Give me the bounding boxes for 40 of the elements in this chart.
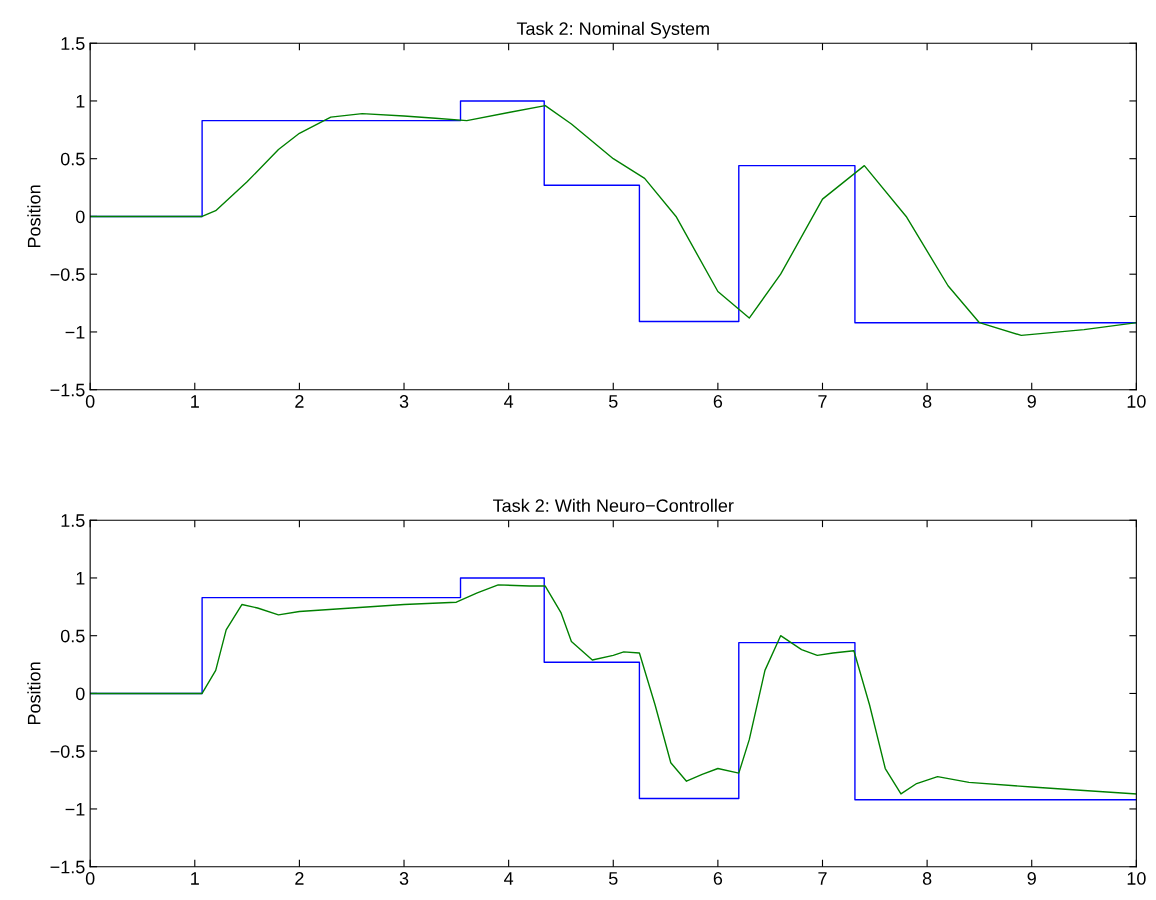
chart-title: Task 2: Nominal System xyxy=(516,21,709,39)
y-tick-label: −0.5 xyxy=(50,268,85,281)
y-tick-label: 0 xyxy=(75,210,85,224)
y-axis-title: Position xyxy=(27,662,41,725)
x-tick-label: 2 xyxy=(295,872,304,885)
y-tick-label: 1 xyxy=(76,572,85,585)
x-tick-label: 3 xyxy=(399,395,409,408)
x-tick-label: 5 xyxy=(608,395,618,408)
y-tick-label: −0.5 xyxy=(50,745,85,758)
y-tick-label: 0.5 xyxy=(60,629,85,643)
x-tick-label: 5 xyxy=(608,872,618,885)
x-tick-label: 6 xyxy=(713,395,723,408)
y-tick-label: −1.5 xyxy=(50,383,85,397)
y-tick-label: 0.5 xyxy=(60,152,85,166)
y-tick-label: 1 xyxy=(76,95,85,108)
y-axis-title: Position xyxy=(27,185,41,248)
x-tick-label: 0 xyxy=(85,395,95,408)
x-tick-label: 8 xyxy=(922,872,932,885)
x-tick-label: 7 xyxy=(818,872,827,885)
x-tick-label: 7 xyxy=(818,395,827,408)
x-tick-label: 9 xyxy=(1027,395,1036,408)
y-tick-label: 0 xyxy=(75,687,85,701)
x-tick-label: 0 xyxy=(85,872,95,885)
x-tick-label: 2 xyxy=(295,395,304,408)
y-tick-label: 1.5 xyxy=(61,514,85,527)
y-tick-label: −1.5 xyxy=(50,860,85,874)
x-tick-label: 1 xyxy=(191,872,199,885)
x-tick-label: 6 xyxy=(713,872,723,885)
x-tick-label: 3 xyxy=(399,872,409,885)
y-tick-label: −1 xyxy=(65,803,85,816)
x-tick-label: 4 xyxy=(504,395,514,408)
x-tick-label: 1 xyxy=(191,395,199,408)
x-tick-label: 10 xyxy=(1127,395,1146,408)
y-tick-label: −1 xyxy=(65,326,85,339)
x-tick-label: 10 xyxy=(1127,872,1146,885)
y-tick-label: 1.5 xyxy=(61,37,85,50)
x-tick-label: 9 xyxy=(1027,872,1036,885)
x-tick-label: 4 xyxy=(504,872,514,885)
x-tick-label: 8 xyxy=(922,395,932,408)
chart-title: Task 2: With Neuro−Controller xyxy=(493,498,734,513)
